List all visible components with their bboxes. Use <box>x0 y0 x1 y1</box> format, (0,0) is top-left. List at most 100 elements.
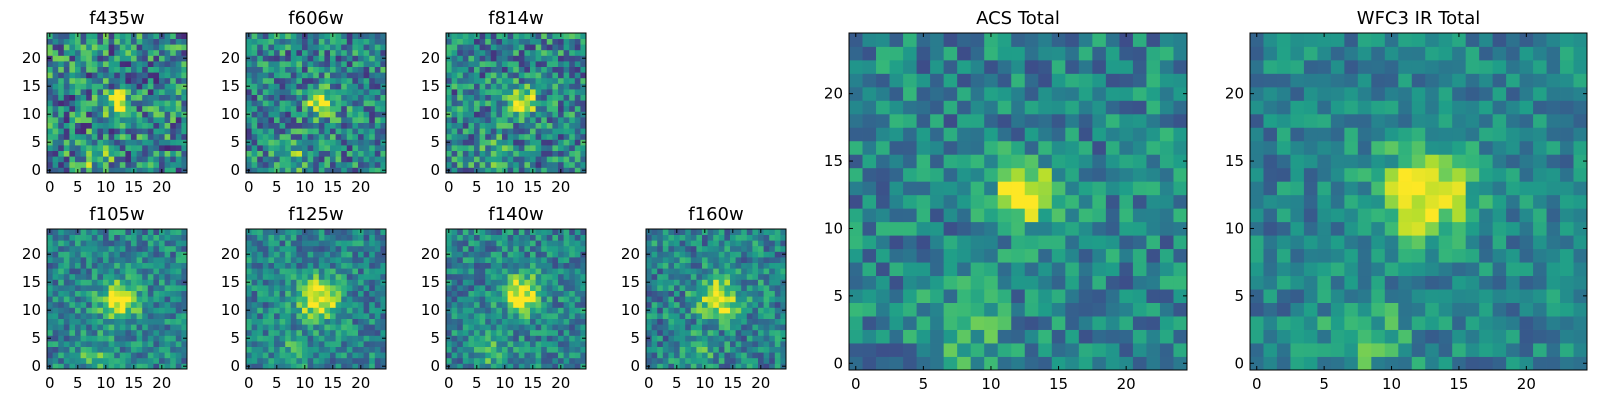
heatmap-cell <box>558 133 564 140</box>
heatmap-cell <box>474 290 480 297</box>
heatmap-cell <box>668 262 675 269</box>
heatmap-cell <box>262 240 269 247</box>
heatmap-cell <box>285 122 292 129</box>
heatmap-cell <box>47 89 53 95</box>
heatmap-cell <box>97 145 104 151</box>
heatmap-cell <box>52 167 59 174</box>
heatmap-cell <box>159 307 165 314</box>
heatmap-cell <box>903 235 917 250</box>
heatmap-cell <box>374 262 381 269</box>
heatmap-cell <box>170 139 177 146</box>
heatmap-cell <box>769 363 776 370</box>
heatmap-cell <box>164 105 171 112</box>
heatmap-cell <box>1078 167 1093 182</box>
heatmap-cell <box>546 363 553 370</box>
heatmap-cell <box>318 268 325 275</box>
heatmap-cell <box>457 234 464 241</box>
heatmap-cell <box>69 133 76 140</box>
heatmap-cell <box>257 66 264 73</box>
heatmap-cell <box>1051 235 1066 250</box>
heatmap-cell <box>47 161 53 168</box>
heatmap-cell <box>513 268 520 275</box>
heatmap-cell <box>97 139 104 146</box>
heatmap-cell <box>930 154 945 169</box>
heatmap-cell <box>246 61 252 67</box>
heatmap-cell <box>490 94 497 101</box>
heatmap-cell <box>485 111 492 118</box>
heatmap-cell <box>984 221 999 236</box>
heatmap-cell <box>313 66 320 73</box>
heatmap-cell <box>446 268 452 275</box>
heatmap-cell <box>380 318 387 325</box>
heatmap-cell <box>257 89 264 95</box>
heatmap-cell <box>274 251 280 258</box>
heatmap-cell <box>108 313 115 319</box>
heatmap-cell <box>153 257 160 263</box>
heatmap-cell <box>170 156 177 163</box>
heatmap-cell <box>374 117 381 123</box>
heatmap-cell <box>479 268 486 275</box>
heatmap-cell <box>341 296 348 303</box>
heatmap-cell <box>657 352 664 359</box>
heatmap-cell <box>142 341 149 347</box>
heatmap-cell <box>970 302 985 317</box>
heatmap-cell <box>52 285 59 291</box>
heatmap-cell <box>552 240 559 247</box>
heatmap-cell <box>302 117 308 123</box>
heatmap-cell <box>468 49 475 56</box>
heatmap-cell <box>530 61 536 67</box>
heatmap-cell <box>479 346 486 353</box>
heatmap-cell <box>1119 208 1134 223</box>
heatmap-cell <box>518 313 525 319</box>
heatmap-cell <box>735 245 742 252</box>
heatmap-cell <box>485 229 492 235</box>
heatmap-cell <box>114 61 121 67</box>
heatmap-cell <box>535 318 542 325</box>
heatmap-cell <box>780 245 787 252</box>
heatmap-cell <box>646 245 652 252</box>
heatmap-cell <box>324 234 331 241</box>
heatmap-cell <box>1065 221 1080 236</box>
heatmap-cell <box>485 38 492 45</box>
heatmap-cell <box>468 268 475 275</box>
heatmap-cell <box>159 133 165 140</box>
heatmap-cell <box>468 61 475 67</box>
heatmap-cell <box>713 262 720 269</box>
heatmap-cell <box>541 105 548 112</box>
heatmap-cell <box>374 313 381 319</box>
heatmap-cell <box>131 307 137 314</box>
heatmap-cell <box>251 229 258 235</box>
heatmap-cell <box>52 61 59 67</box>
heatmap-cell <box>335 262 342 269</box>
heatmap-cell <box>114 285 121 291</box>
heatmap-cell <box>91 133 98 140</box>
heatmap-cell <box>75 285 81 291</box>
heatmap-cell <box>335 245 342 252</box>
heatmap-cell <box>502 133 508 140</box>
heatmap-cell <box>153 94 160 101</box>
heatmap-cell <box>335 335 342 342</box>
heatmap-cell <box>290 273 297 280</box>
heatmap-cell <box>363 268 370 275</box>
heatmap-cell <box>47 133 53 140</box>
heatmap-cell <box>142 105 149 112</box>
heatmap-cell <box>119 105 126 112</box>
heatmap-cell <box>707 234 714 241</box>
heatmap-cell <box>125 324 132 331</box>
heatmap-cell <box>970 181 985 196</box>
heatmap-cell <box>170 329 177 336</box>
heatmap-cell <box>957 221 972 236</box>
heatmap-cell <box>1173 289 1188 303</box>
heatmap-cell <box>513 105 520 112</box>
heatmap-cell <box>574 111 581 118</box>
heatmap-cell <box>153 279 160 286</box>
heatmap-cell <box>262 72 269 79</box>
heatmap-cell <box>114 105 121 112</box>
heatmap-cell <box>330 273 336 280</box>
heatmap-cell <box>318 133 325 140</box>
heatmap-cell <box>690 262 697 269</box>
heatmap-cell <box>80 257 87 263</box>
heatmap-cell <box>369 307 376 314</box>
heatmap-cell <box>170 240 177 247</box>
heatmap-cell <box>103 44 109 51</box>
